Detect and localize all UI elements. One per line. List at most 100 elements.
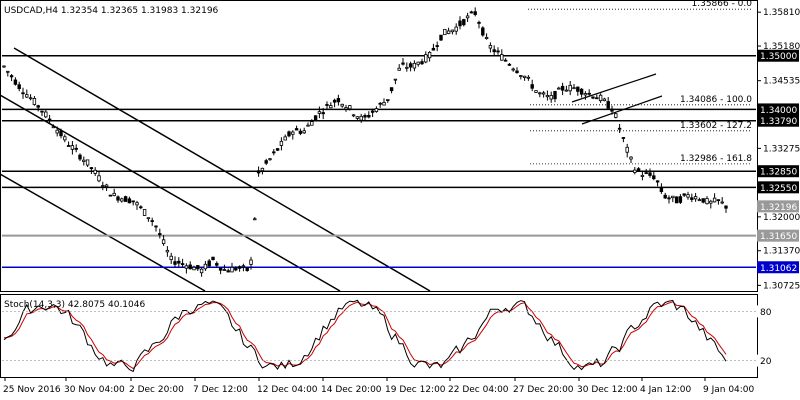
x-tick-label: 14 Dec 20:00 (321, 385, 382, 395)
level-tag-label-1.32550: 1.32550 (760, 184, 797, 194)
candle-body (408, 63, 413, 68)
candle-body (526, 76, 531, 79)
candle-body (321, 112, 325, 115)
candle-body (431, 47, 436, 51)
y-tick-label: 1.35180 (763, 42, 800, 52)
indicator-pane-frame (0, 294, 758, 378)
candle-body (161, 239, 166, 245)
candle-body (690, 197, 694, 200)
candle-body (709, 200, 713, 204)
candle-body (473, 11, 477, 15)
stoch-main-line (3, 299, 727, 373)
candle-body (724, 205, 728, 209)
candle-body (545, 94, 550, 98)
level-tag-label-1.31650: 1.31650 (760, 232, 797, 242)
level-tag-1.31062 (757, 261, 799, 274)
candle-body (120, 198, 124, 202)
candle-body (272, 151, 276, 154)
candle-body (25, 94, 29, 98)
candle-body (367, 114, 371, 118)
candle-body (370, 110, 375, 113)
candle-body (351, 114, 356, 117)
candle-body (78, 154, 82, 160)
candle-body (28, 97, 33, 100)
price-axis: 1.35810 1.35180 1.34535 1.33275 1.32000 1.313… (2, 8, 800, 367)
candle-body (13, 79, 18, 85)
candle-body (386, 99, 390, 101)
candle-body (538, 92, 542, 95)
candle-body (180, 263, 185, 265)
level-tag-1.32850 (757, 165, 799, 178)
candle-body (260, 167, 265, 172)
candle-body (139, 206, 143, 209)
candle-body (275, 148, 280, 151)
candle-body (59, 130, 63, 137)
fib-label-1.32986 - 161.8: 1.32986 - 161.8 (680, 154, 752, 164)
y-tick-label: 1.30725 (763, 281, 800, 291)
candle-body (47, 118, 52, 121)
candle-body (123, 196, 128, 202)
candle-body (454, 26, 458, 32)
candle-body (249, 259, 253, 265)
candle-body (93, 169, 97, 174)
fib-label-1.34086 - 100.0: 1.34086 - 100.0 (680, 95, 752, 105)
y-tick-label: 1.33275 (763, 144, 800, 154)
candle-body (135, 202, 139, 206)
candle-body (192, 266, 196, 271)
candle-body (621, 137, 626, 139)
candle-body (720, 201, 724, 204)
candle-body (21, 92, 25, 95)
candle-body (663, 194, 667, 199)
candle-body (131, 200, 135, 203)
candle-body (169, 255, 173, 260)
candle-body (317, 111, 322, 114)
candle-body (481, 27, 485, 36)
candle-body (602, 98, 607, 101)
candle-body (89, 167, 94, 170)
stoch-level-tag (757, 305, 771, 318)
candle-body (511, 68, 515, 71)
candle-body (70, 145, 75, 150)
x-tick-label: 4 Jan 12:00 (640, 385, 692, 395)
candle-body (484, 37, 489, 40)
candle-body (420, 61, 424, 65)
candle-body (85, 159, 90, 166)
candle-body (503, 59, 508, 62)
candle-body (465, 15, 470, 19)
candles (2, 7, 728, 277)
candle-body (215, 263, 219, 266)
candle-body (359, 115, 363, 121)
level-tag-label-1.35000: 1.35000 (760, 52, 797, 62)
candle-body (154, 225, 158, 228)
candle-body (640, 174, 645, 177)
candle-body (610, 108, 614, 112)
chart-title: USDCAD,H4 1.32354 1.32365 1.31983 1.3219… (4, 6, 219, 16)
candle-body (203, 263, 208, 270)
y-tick-label: 1.34535 (763, 77, 800, 87)
candle-body (158, 233, 162, 236)
candle-body (66, 145, 71, 147)
candle-body (230, 267, 234, 273)
candle-body (218, 267, 223, 271)
main-pane-frame (0, 0, 758, 292)
fib-label-1.35866 - 0.0: 1.35866 - 0.0 (692, 0, 753, 9)
candle-body (55, 129, 59, 134)
candle-body (405, 66, 409, 69)
stoch-level-label: 20 (760, 357, 772, 367)
level-tag-1.34000 (757, 103, 799, 116)
candle-body (614, 113, 618, 118)
y-tick-label: 1.31370 (763, 247, 800, 257)
candle-body (693, 196, 698, 200)
candle-body (477, 21, 481, 24)
fibonacci-levels: 1.35866 - 0.0 1.34086 - 100.0 1.33602 - 12… (528, 0, 753, 165)
candle-body (108, 194, 113, 197)
candle-body (150, 220, 154, 222)
candle-body (146, 217, 151, 220)
candle-body (595, 97, 599, 100)
stoch-level-label: 80 (760, 308, 772, 318)
candle-body (678, 196, 683, 203)
candle-body (112, 192, 116, 196)
flag-upper-line (571, 73, 657, 103)
candle-body (283, 136, 287, 141)
